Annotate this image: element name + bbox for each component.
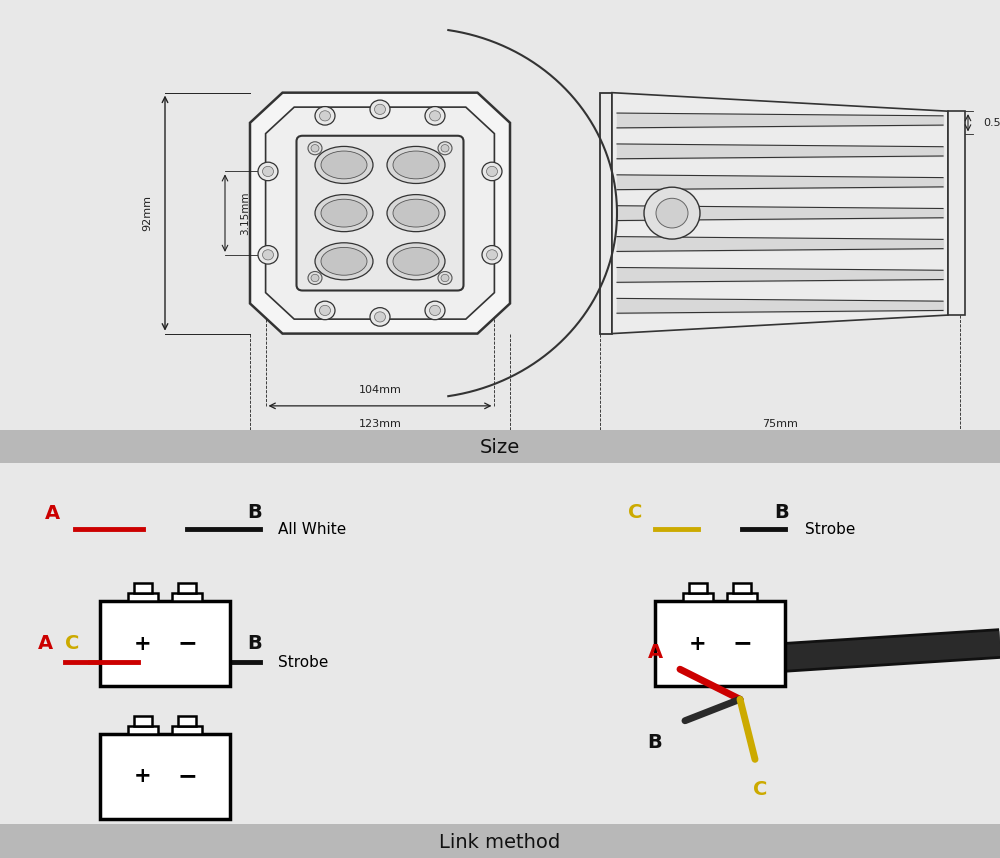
Ellipse shape [387,147,445,184]
Circle shape [438,142,452,154]
Circle shape [258,245,278,264]
Bar [689,583,707,593]
Text: Strobe: Strobe [278,655,328,670]
Bar [178,716,196,726]
Text: 3.15mm: 3.15mm [240,191,250,235]
Bar [134,583,152,593]
Circle shape [374,104,386,114]
Bar [172,726,202,734]
Circle shape [486,166,498,177]
Bar [0,824,1000,858]
Circle shape [311,275,319,281]
Ellipse shape [393,247,439,275]
Circle shape [308,142,322,154]
Text: B: B [775,503,789,522]
Bar [600,93,612,334]
Circle shape [656,198,688,228]
Circle shape [315,301,335,320]
Text: −: − [732,631,752,656]
Text: C: C [628,503,642,522]
Ellipse shape [393,199,439,227]
Bar [128,726,158,734]
Text: A: A [44,505,60,523]
Text: Strobe: Strobe [805,522,855,537]
Text: B: B [248,503,262,522]
Circle shape [311,144,319,152]
Text: +: + [689,633,707,654]
Text: −: − [177,631,197,656]
Circle shape [370,308,390,326]
Circle shape [320,305,330,316]
Text: All White: All White [278,522,346,537]
Circle shape [429,305,440,316]
Text: A: A [37,634,53,653]
Ellipse shape [315,243,373,280]
Text: 0.5mm: 0.5mm [983,118,1000,128]
Bar [0,430,1000,465]
Text: C: C [65,634,79,653]
Ellipse shape [321,151,367,178]
Circle shape [258,162,278,181]
Polygon shape [250,93,510,334]
Text: 92mm: 92mm [142,195,152,231]
Text: C: C [753,780,767,799]
Ellipse shape [393,151,439,178]
Ellipse shape [387,243,445,280]
Ellipse shape [315,195,373,232]
Text: −: − [177,764,197,789]
FancyBboxPatch shape [655,601,785,686]
Circle shape [441,275,449,281]
Text: B: B [248,634,262,653]
Polygon shape [266,107,494,319]
Circle shape [425,301,445,320]
Text: 104mm: 104mm [359,384,401,395]
Bar [683,593,713,601]
Circle shape [262,250,274,260]
FancyBboxPatch shape [100,601,230,686]
Circle shape [441,144,449,152]
Circle shape [320,111,330,121]
Text: A: A [647,643,663,662]
Circle shape [315,106,335,125]
FancyBboxPatch shape [100,734,230,819]
Text: Size: Size [480,438,520,457]
Text: Link method: Link method [439,833,561,852]
Circle shape [644,187,700,239]
Circle shape [482,245,502,264]
Bar [727,593,757,601]
Bar [733,583,751,593]
Circle shape [438,271,452,285]
Text: +: + [134,633,152,654]
Bar [134,716,152,726]
Text: 75mm: 75mm [762,419,798,429]
Circle shape [308,271,322,285]
Ellipse shape [315,147,373,184]
Bar [178,583,196,593]
Text: 123mm: 123mm [359,419,401,429]
Circle shape [486,250,498,260]
Ellipse shape [321,199,367,227]
Ellipse shape [321,247,367,275]
Text: B: B [648,733,662,752]
Circle shape [482,162,502,181]
Circle shape [429,111,440,121]
Circle shape [425,106,445,125]
Polygon shape [612,93,948,334]
Circle shape [374,311,386,322]
Circle shape [370,100,390,118]
Ellipse shape [387,195,445,232]
Bar [172,593,202,601]
FancyBboxPatch shape [296,136,464,291]
Circle shape [262,166,274,177]
Bar [948,112,965,315]
Bar [128,593,158,601]
Text: +: + [134,766,152,787]
